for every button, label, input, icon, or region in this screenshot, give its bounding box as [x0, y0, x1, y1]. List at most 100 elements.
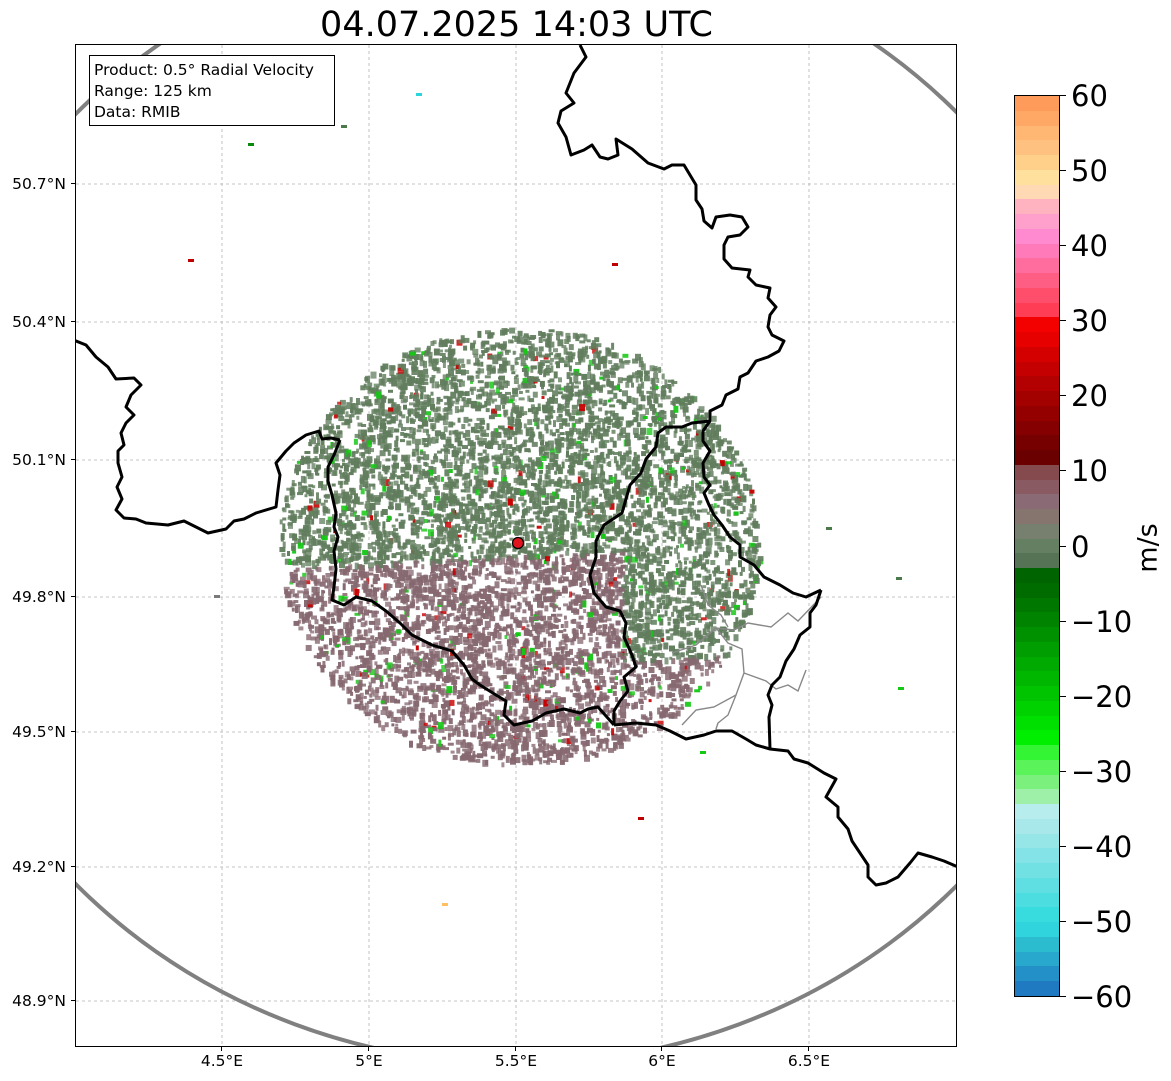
echo-cell — [584, 754, 590, 762]
echo-cell — [537, 610, 543, 618]
echo-cell — [541, 673, 545, 678]
echo-cell — [604, 726, 610, 731]
echo-cell — [609, 502, 615, 510]
echo-cell — [499, 614, 504, 621]
echo-cell — [433, 348, 440, 356]
echo-cell — [367, 427, 374, 433]
echo-cell — [486, 364, 493, 371]
echo-cell — [611, 600, 615, 604]
echo-cell — [663, 519, 668, 524]
echo-cell — [718, 608, 723, 612]
echo-cell — [694, 547, 698, 553]
echo-cell — [357, 584, 361, 587]
echo-cell — [680, 627, 687, 635]
echo-cell — [508, 449, 512, 455]
echo-cell — [492, 461, 498, 467]
echo-cell — [628, 400, 632, 404]
echo-cell — [645, 717, 650, 724]
echo-cell — [420, 620, 425, 627]
echo-cell — [320, 449, 325, 455]
radar-map[interactable] — [75, 44, 957, 1047]
echo-cell — [563, 722, 568, 729]
echo-cell — [597, 729, 601, 733]
echo-cell — [289, 581, 294, 585]
echo-cell — [382, 435, 387, 440]
echo-cell — [713, 476, 718, 483]
echo-cell — [712, 610, 719, 616]
echo-cell — [585, 489, 590, 497]
echo-cell — [491, 528, 496, 535]
echo-cell — [417, 370, 424, 378]
echo-cell — [627, 552, 633, 559]
echo-cell — [370, 371, 377, 379]
echo-cell — [665, 395, 671, 400]
echo-cell — [501, 762, 505, 768]
echo-cell — [599, 457, 606, 463]
echo-cell — [545, 536, 550, 540]
echo-cell — [492, 632, 498, 639]
echo-cell — [330, 617, 335, 624]
echo-cell — [351, 670, 355, 676]
echo-cell — [532, 722, 538, 728]
echo-cell — [489, 510, 493, 518]
echo-cell — [375, 461, 382, 468]
echo-cell — [507, 425, 513, 430]
echo-cell — [533, 411, 538, 418]
echo-cell — [302, 572, 307, 577]
echo-cell — [341, 449, 345, 454]
echo-cell — [362, 475, 369, 481]
echo-cell — [703, 417, 708, 421]
echo-cell — [403, 570, 409, 578]
echo-cell — [434, 606, 440, 612]
echo-cell — [624, 360, 630, 365]
echo-cell — [558, 387, 565, 391]
echo-cell — [490, 631, 494, 636]
echo-cell — [686, 614, 691, 620]
echo-cell — [331, 460, 335, 468]
echo-cell — [399, 559, 403, 565]
echo-cell — [480, 361, 484, 367]
echo-cell — [362, 705, 367, 710]
echo-cell — [658, 472, 661, 480]
echo-cell — [636, 466, 643, 472]
echo-cell — [371, 639, 378, 643]
echo-cell — [590, 668, 597, 675]
echo-cell — [658, 685, 662, 690]
echo-cell — [536, 547, 540, 552]
echo-cell — [558, 377, 562, 383]
echo-cell — [507, 485, 510, 492]
echo-cell — [307, 526, 312, 532]
echo-cell — [418, 401, 424, 408]
echo-cell — [492, 637, 496, 641]
echo-cell — [640, 563, 647, 570]
echo-cell — [672, 597, 678, 602]
echo-cell — [747, 484, 753, 491]
echo-cell — [487, 480, 494, 488]
echo-cell — [659, 691, 664, 698]
echo-cell — [625, 381, 630, 388]
echo-cell — [478, 724, 482, 730]
echo-cell — [587, 653, 594, 661]
echo-cell — [741, 547, 745, 553]
echo-cell — [610, 670, 617, 676]
echo-cell — [338, 674, 344, 679]
echo-cell — [424, 579, 429, 586]
echo-cell — [531, 406, 538, 414]
echo-cell — [625, 702, 630, 709]
echo-cell — [660, 386, 666, 393]
echo-cell — [510, 364, 515, 371]
echo-cell — [704, 437, 708, 445]
echo-cell — [657, 546, 661, 550]
echo-cell — [477, 367, 481, 375]
echo-cell — [688, 573, 694, 581]
echo-cell — [500, 588, 507, 592]
echo-cell — [629, 565, 636, 571]
echo-cell — [586, 727, 593, 733]
echo-cell — [344, 531, 348, 535]
echo-cell — [432, 340, 437, 345]
echo-cell — [516, 562, 520, 566]
echo-cell — [421, 544, 425, 550]
echo-cell — [523, 439, 528, 443]
echo-cell — [615, 479, 622, 483]
echo-cell — [500, 552, 506, 558]
